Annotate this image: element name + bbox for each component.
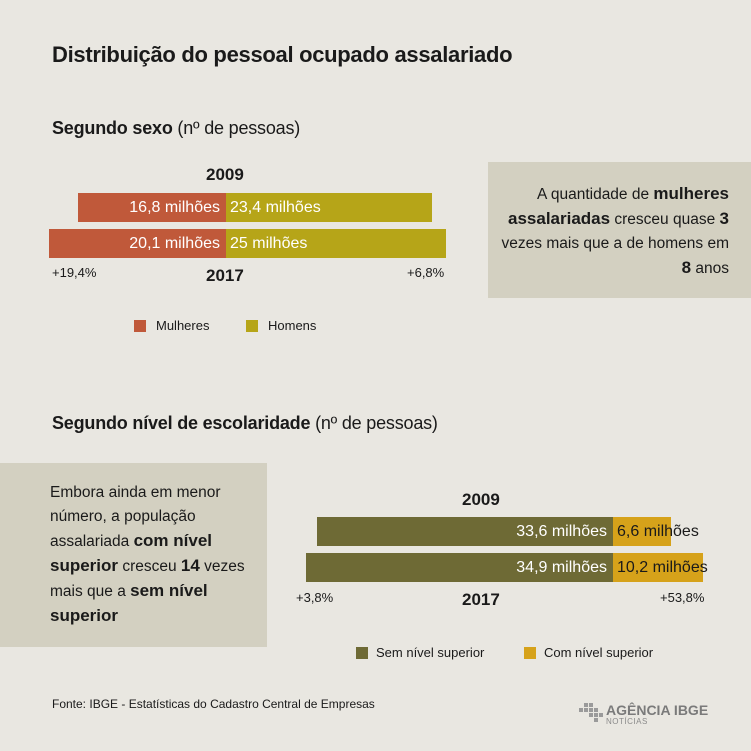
escolaridade-growth-sem: +3,8% <box>296 590 334 605</box>
bar-sexo-left-2017 <box>49 229 226 258</box>
section-sexo-heading-unit: (nº de pessoas) <box>172 118 301 138</box>
legend-label-mulheres: Mulheres <box>156 318 210 333</box>
source-note: Fonte: IBGE - Estatísticas do Cadastro C… <box>52 697 375 711</box>
escolaridade-year-2017: 2017 <box>462 590 500 609</box>
legend-label-sem-nivel: Sem nível superior <box>376 645 485 660</box>
section-escolaridade-heading-bold: Segundo nível de escolaridade <box>52 413 311 433</box>
bar-sexo-right-2009 <box>226 193 432 222</box>
bar-label-escolaridade-left-2009: 33,6 milhões <box>516 523 607 540</box>
bar-escolaridade-left-2009 <box>317 517 613 546</box>
legend-swatch-homens <box>246 320 258 332</box>
escolaridade-year-2009: 2009 <box>462 490 500 509</box>
sexo-year-2017: 2017 <box>206 266 244 285</box>
page-title: Distribuição do pessoal ocupado assalari… <box>52 42 513 67</box>
legend-label-homens: Homens <box>268 318 317 333</box>
note-text-escolaridade: Embora ainda em menor número, a populaçã… <box>50 484 245 625</box>
note-box-sexo: A quantidade de mulheres assalariadas cr… <box>488 162 751 298</box>
section-sexo-heading: Segundo sexo (nº de pessoas) <box>52 118 300 139</box>
ibge-logo-icon <box>579 703 603 722</box>
bar-label-escolaridade-left-2017: 34,9 milhões <box>516 559 607 576</box>
bar-label-escolaridade-right-2017: 10,2 milhões <box>617 559 708 576</box>
section-sexo-heading-bold: Segundo sexo <box>52 118 173 138</box>
logo-main-text: AGÊNCIA IBGE <box>606 702 709 718</box>
bar-escolaridade-right-2017 <box>613 553 703 582</box>
legend-swatch-com-nivel <box>524 647 536 659</box>
bar-label-escolaridade-right-2009: 6,6 milhões <box>617 523 699 540</box>
bar-label-sexo-right-2017: 25 milhões <box>230 235 308 252</box>
bar-sexo-right-2017 <box>226 229 446 258</box>
sexo-growth-mulheres: +19,4% <box>52 265 97 280</box>
sexo-year-2009: 2009 <box>206 165 244 184</box>
bar-label-sexo-left-2009: 16,8 milhões <box>129 199 220 216</box>
escolaridade-growth-com: +53,8% <box>660 590 705 605</box>
sexo-growth-homens: +6,8% <box>407 265 445 280</box>
logo-sub-text: NOTÍCIAS <box>606 717 648 726</box>
bar-sexo-left-2009 <box>78 193 226 222</box>
section-escolaridade-heading: Segundo nível de escolaridade (nº de pes… <box>52 413 438 434</box>
bar-label-sexo-left-2017: 20,1 milhões <box>129 235 220 252</box>
bar-label-sexo-right-2009: 23,4 milhões <box>230 199 321 216</box>
legend-label-com-nivel: Com nível superior <box>544 645 654 660</box>
bar-escolaridade-left-2017 <box>305 553 613 582</box>
note-text-sexo: A quantidade de mulheres assalariadas cr… <box>501 184 729 277</box>
agencia-ibge-logo: AGÊNCIA IBGE NOTÍCIAS <box>578 700 728 726</box>
bar-escolaridade-right-2009 <box>613 517 672 546</box>
note-box-escolaridade: Embora ainda em menor número, a populaçã… <box>0 463 267 647</box>
legend-swatch-sem-nivel <box>356 647 368 659</box>
section-escolaridade-heading-unit: (nº de pessoas) <box>310 413 438 433</box>
legend-swatch-mulheres <box>134 320 146 332</box>
